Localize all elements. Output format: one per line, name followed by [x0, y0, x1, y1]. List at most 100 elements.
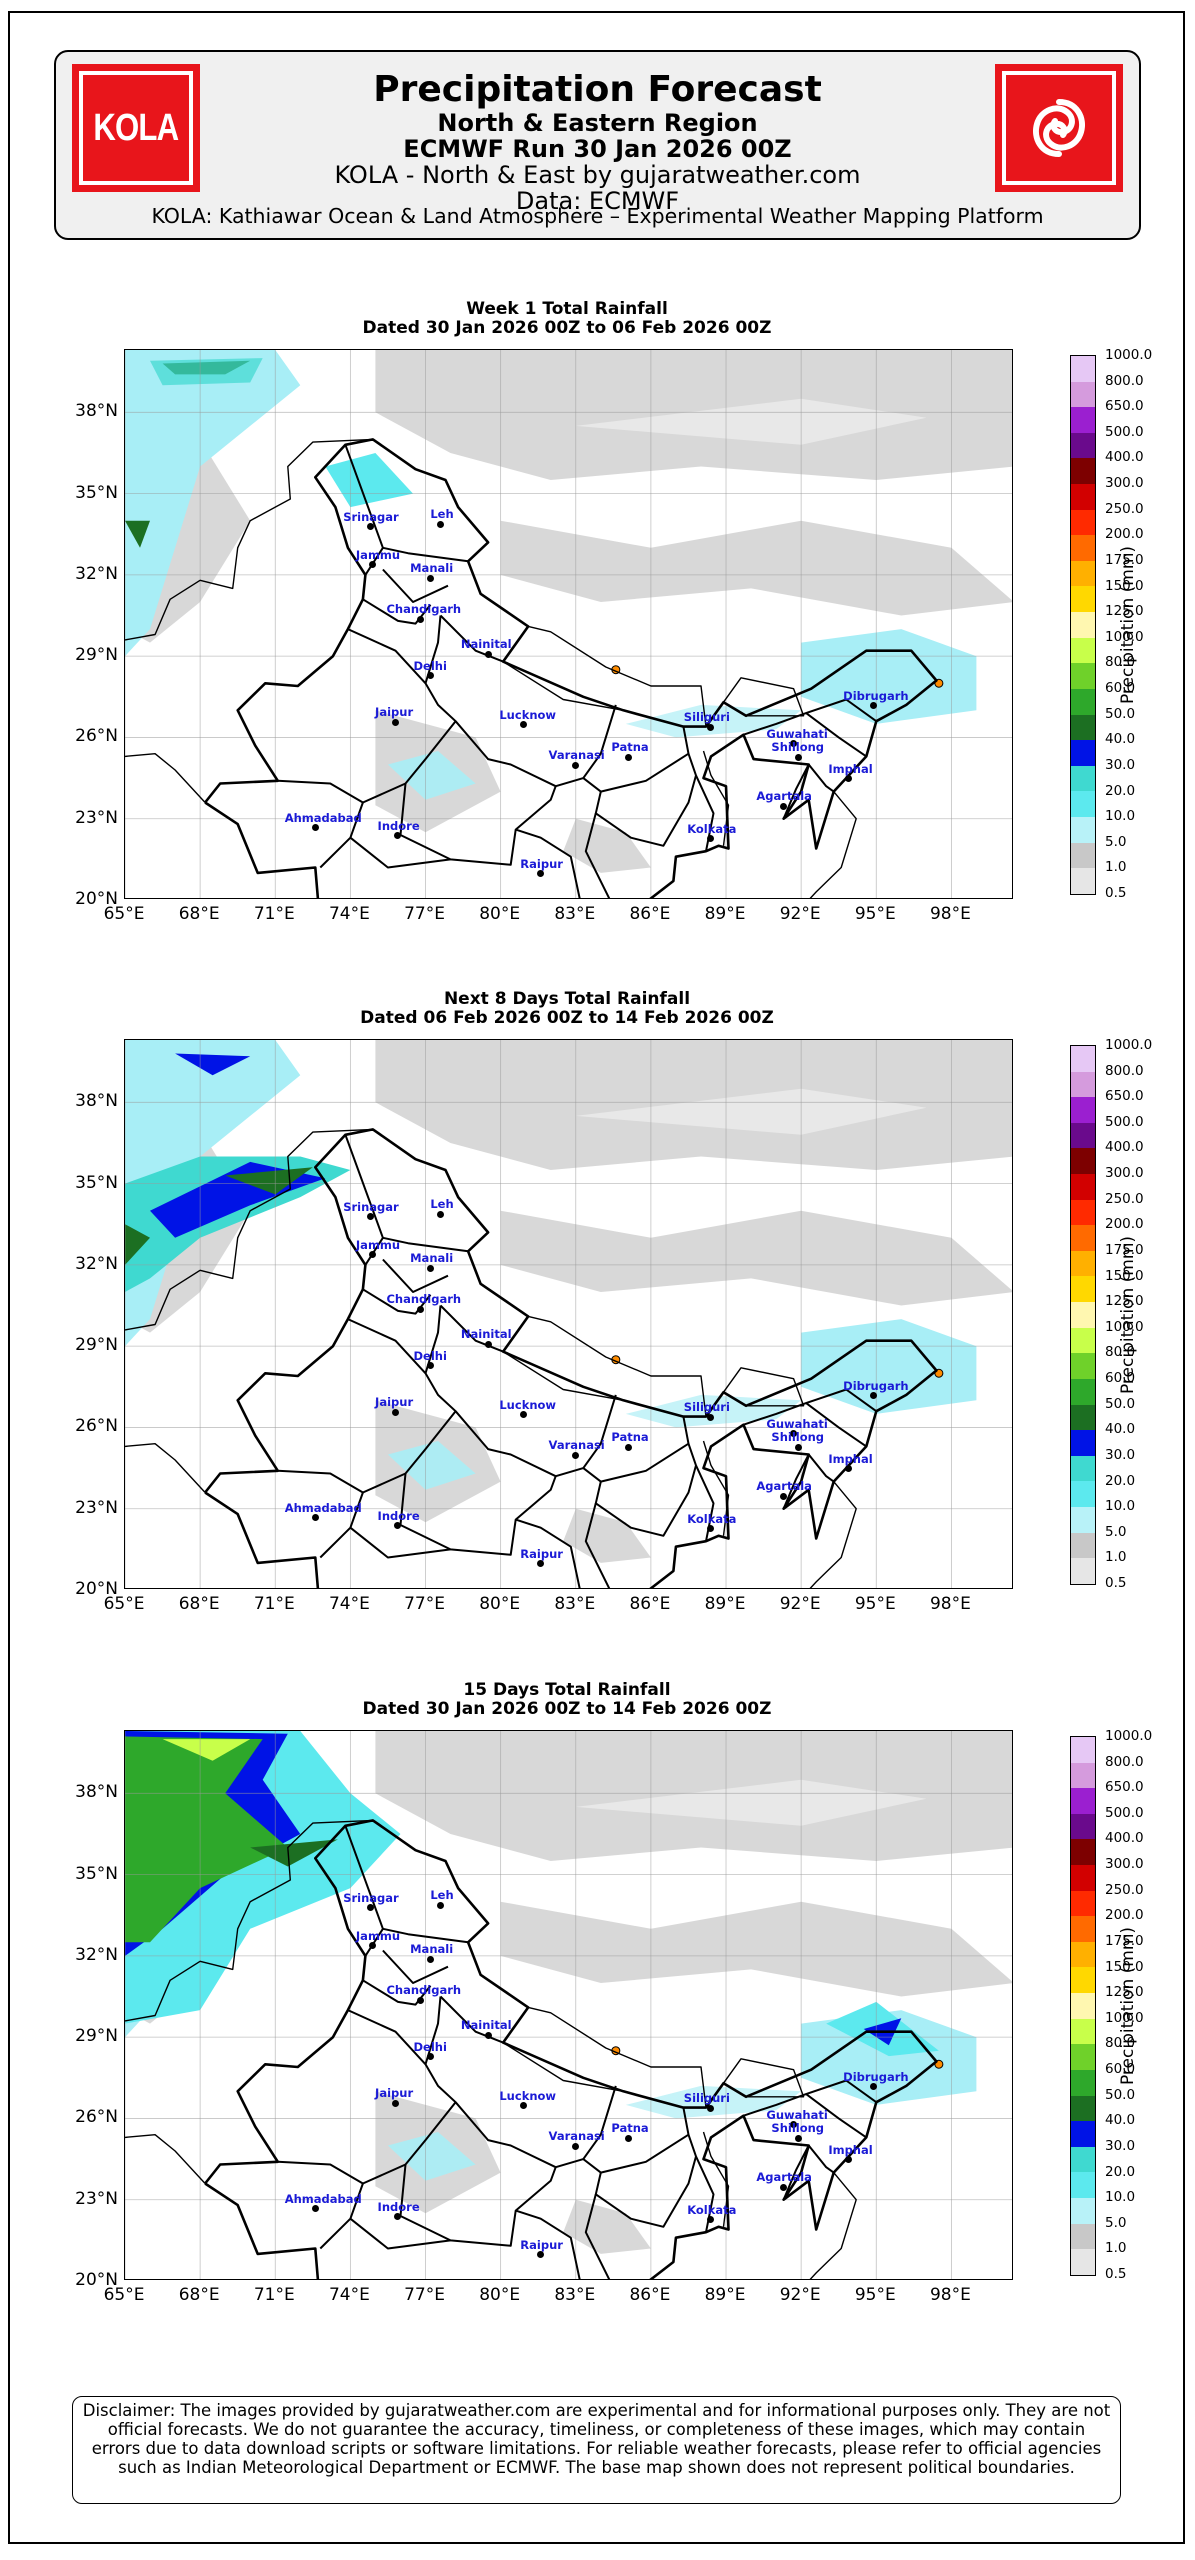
source-line: KOLA - North & East by gujaratweather.co… — [334, 161, 861, 189]
city-label: Lucknow — [499, 2088, 557, 2103]
page-frame — [8, 11, 1185, 2544]
rain-shade — [125, 1156, 351, 1292]
colorbar-level: 5.0 — [1105, 1523, 1127, 1540]
rain-shade — [162, 1739, 251, 1761]
lon-tick-label: 89°E — [704, 2285, 746, 2305]
colorbar-segment — [1071, 1839, 1095, 1866]
city-marker — [416, 1305, 424, 1313]
lat-tick-label: 38°N — [75, 1091, 118, 1112]
colorbar-segment — [1071, 2018, 1095, 2045]
city-marker — [572, 1451, 580, 1459]
colorbar-segment — [1071, 1327, 1095, 1354]
boundary-line — [362, 1979, 432, 2006]
colorbar-level: 80.0 — [1105, 2035, 1136, 2052]
colorbar-level: 100.0 — [1105, 2009, 1144, 2026]
lon-tick-label: 89°E — [704, 904, 746, 924]
boundary-line — [782, 2145, 810, 2201]
colorbar-level: 10.0 — [1105, 1498, 1136, 1515]
logo-text: KOLA — [93, 106, 180, 149]
city-marker — [780, 802, 788, 810]
colorbar-level: 800.0 — [1105, 372, 1144, 389]
boundary-line — [204, 1819, 938, 2279]
rain-shade — [563, 1508, 651, 1563]
colorbar-level: 175.0 — [1105, 551, 1144, 568]
city-marker — [795, 753, 803, 761]
city-label: Manali — [410, 561, 454, 576]
colorbar-level: 10.0 — [1105, 808, 1136, 825]
colorbar-segment — [1071, 381, 1095, 408]
colorbar-segment — [1071, 1046, 1095, 1072]
city-marker — [427, 1264, 434, 1272]
colorbar-segment — [1071, 1865, 1095, 1891]
precip-map: Srinagar Leh Jammu Manali Chandigarh Nainital… — [124, 1730, 1013, 2280]
city-marker — [427, 1362, 434, 1370]
lat-tick-label: 20°N — [75, 2270, 118, 2290]
colorbar-segment — [1071, 2044, 1095, 2070]
colorbar-level: 30.0 — [1105, 1446, 1136, 1463]
colorbar-level: 0.5 — [1105, 885, 1127, 901]
boundary-line — [382, 1236, 469, 1253]
city-marker — [366, 523, 374, 531]
lon-tick-label: 98°E — [929, 1594, 971, 1614]
colorbar-segment — [1071, 432, 1095, 459]
colorbar-segment — [1071, 612, 1095, 638]
boundary-line — [515, 2209, 581, 2279]
rain-shade — [250, 1839, 338, 1867]
city-label: Patna — [611, 2121, 649, 2136]
boundary-line — [362, 598, 432, 625]
city-marker — [707, 835, 715, 843]
colorbar-level: 80.0 — [1105, 654, 1136, 671]
city-label: Kolkata — [687, 2202, 737, 2217]
city-label: Raipur — [520, 2237, 563, 2252]
colorbar — [1070, 1045, 1096, 1585]
city-label: Lucknow — [499, 1397, 557, 1412]
colorbar-level: 100.0 — [1105, 628, 1144, 645]
lon-tick-label: 95°E — [854, 1594, 896, 1614]
boundary-line — [502, 1315, 707, 1418]
city-label: Nainital — [460, 1327, 512, 1342]
colorbar-segment — [1071, 1916, 1095, 1942]
lon-tick-label: 98°E — [929, 2285, 971, 2305]
lat-tick-label: 23°N — [75, 2188, 118, 2209]
lat-tick-label: 23°N — [75, 807, 118, 828]
city-label: Nainital — [460, 2018, 512, 2033]
city-marker — [790, 1430, 798, 1438]
data-line: Data: ECMWF — [515, 187, 680, 215]
city-label: Varanasi — [548, 748, 605, 763]
city-marker — [427, 2053, 434, 2061]
city-label: Delhi — [413, 1348, 447, 1363]
colorbar-segment — [1071, 1225, 1095, 1251]
colorbar-segment — [1071, 868, 1095, 894]
city-label: Agartala — [756, 789, 812, 804]
colorbar-level: 150.0 — [1105, 1267, 1144, 1284]
city-marker — [369, 561, 377, 569]
swirl-icon — [1033, 99, 1085, 157]
boundary-line — [805, 1402, 867, 1448]
lat-tick-label: 32°N — [75, 1253, 118, 1274]
boundary-line — [125, 753, 206, 803]
lon-tick-label: 92°E — [779, 1594, 821, 1614]
rain-shade — [575, 1088, 927, 1135]
panel-dated: Dated 06 Feb 2026 00Z to 14 Feb 2026 00Z — [360, 1008, 774, 1028]
lon-tick-label: 86°E — [629, 1594, 671, 1614]
rain-shade — [500, 1901, 1012, 1997]
city-marker — [394, 2213, 402, 2221]
city-label: Shillong — [771, 740, 825, 755]
colorbar-segment — [1071, 1199, 1095, 1226]
precip-map: Srinagar Leh Jammu Manali Chandigarh Nainital… — [124, 349, 1013, 899]
boundary-line — [582, 726, 690, 793]
lon-tick-label: 65°E — [103, 1594, 145, 1614]
city-marker — [484, 650, 492, 658]
rain-shade — [125, 1224, 150, 1265]
city-marker — [537, 2251, 545, 2259]
colorbar-segment — [1071, 740, 1095, 766]
lat-tick-label: 32°N — [75, 563, 118, 584]
rain-shade — [387, 1441, 476, 1490]
colorbar-level: 200.0 — [1105, 526, 1144, 543]
city-label: Jaipur — [375, 705, 414, 720]
rain-shade — [150, 358, 263, 386]
swirl-logo — [995, 64, 1123, 192]
city-marker — [416, 1996, 424, 2004]
colorbar-level: 500.0 — [1105, 1804, 1144, 1821]
city-marker — [484, 1340, 492, 1348]
